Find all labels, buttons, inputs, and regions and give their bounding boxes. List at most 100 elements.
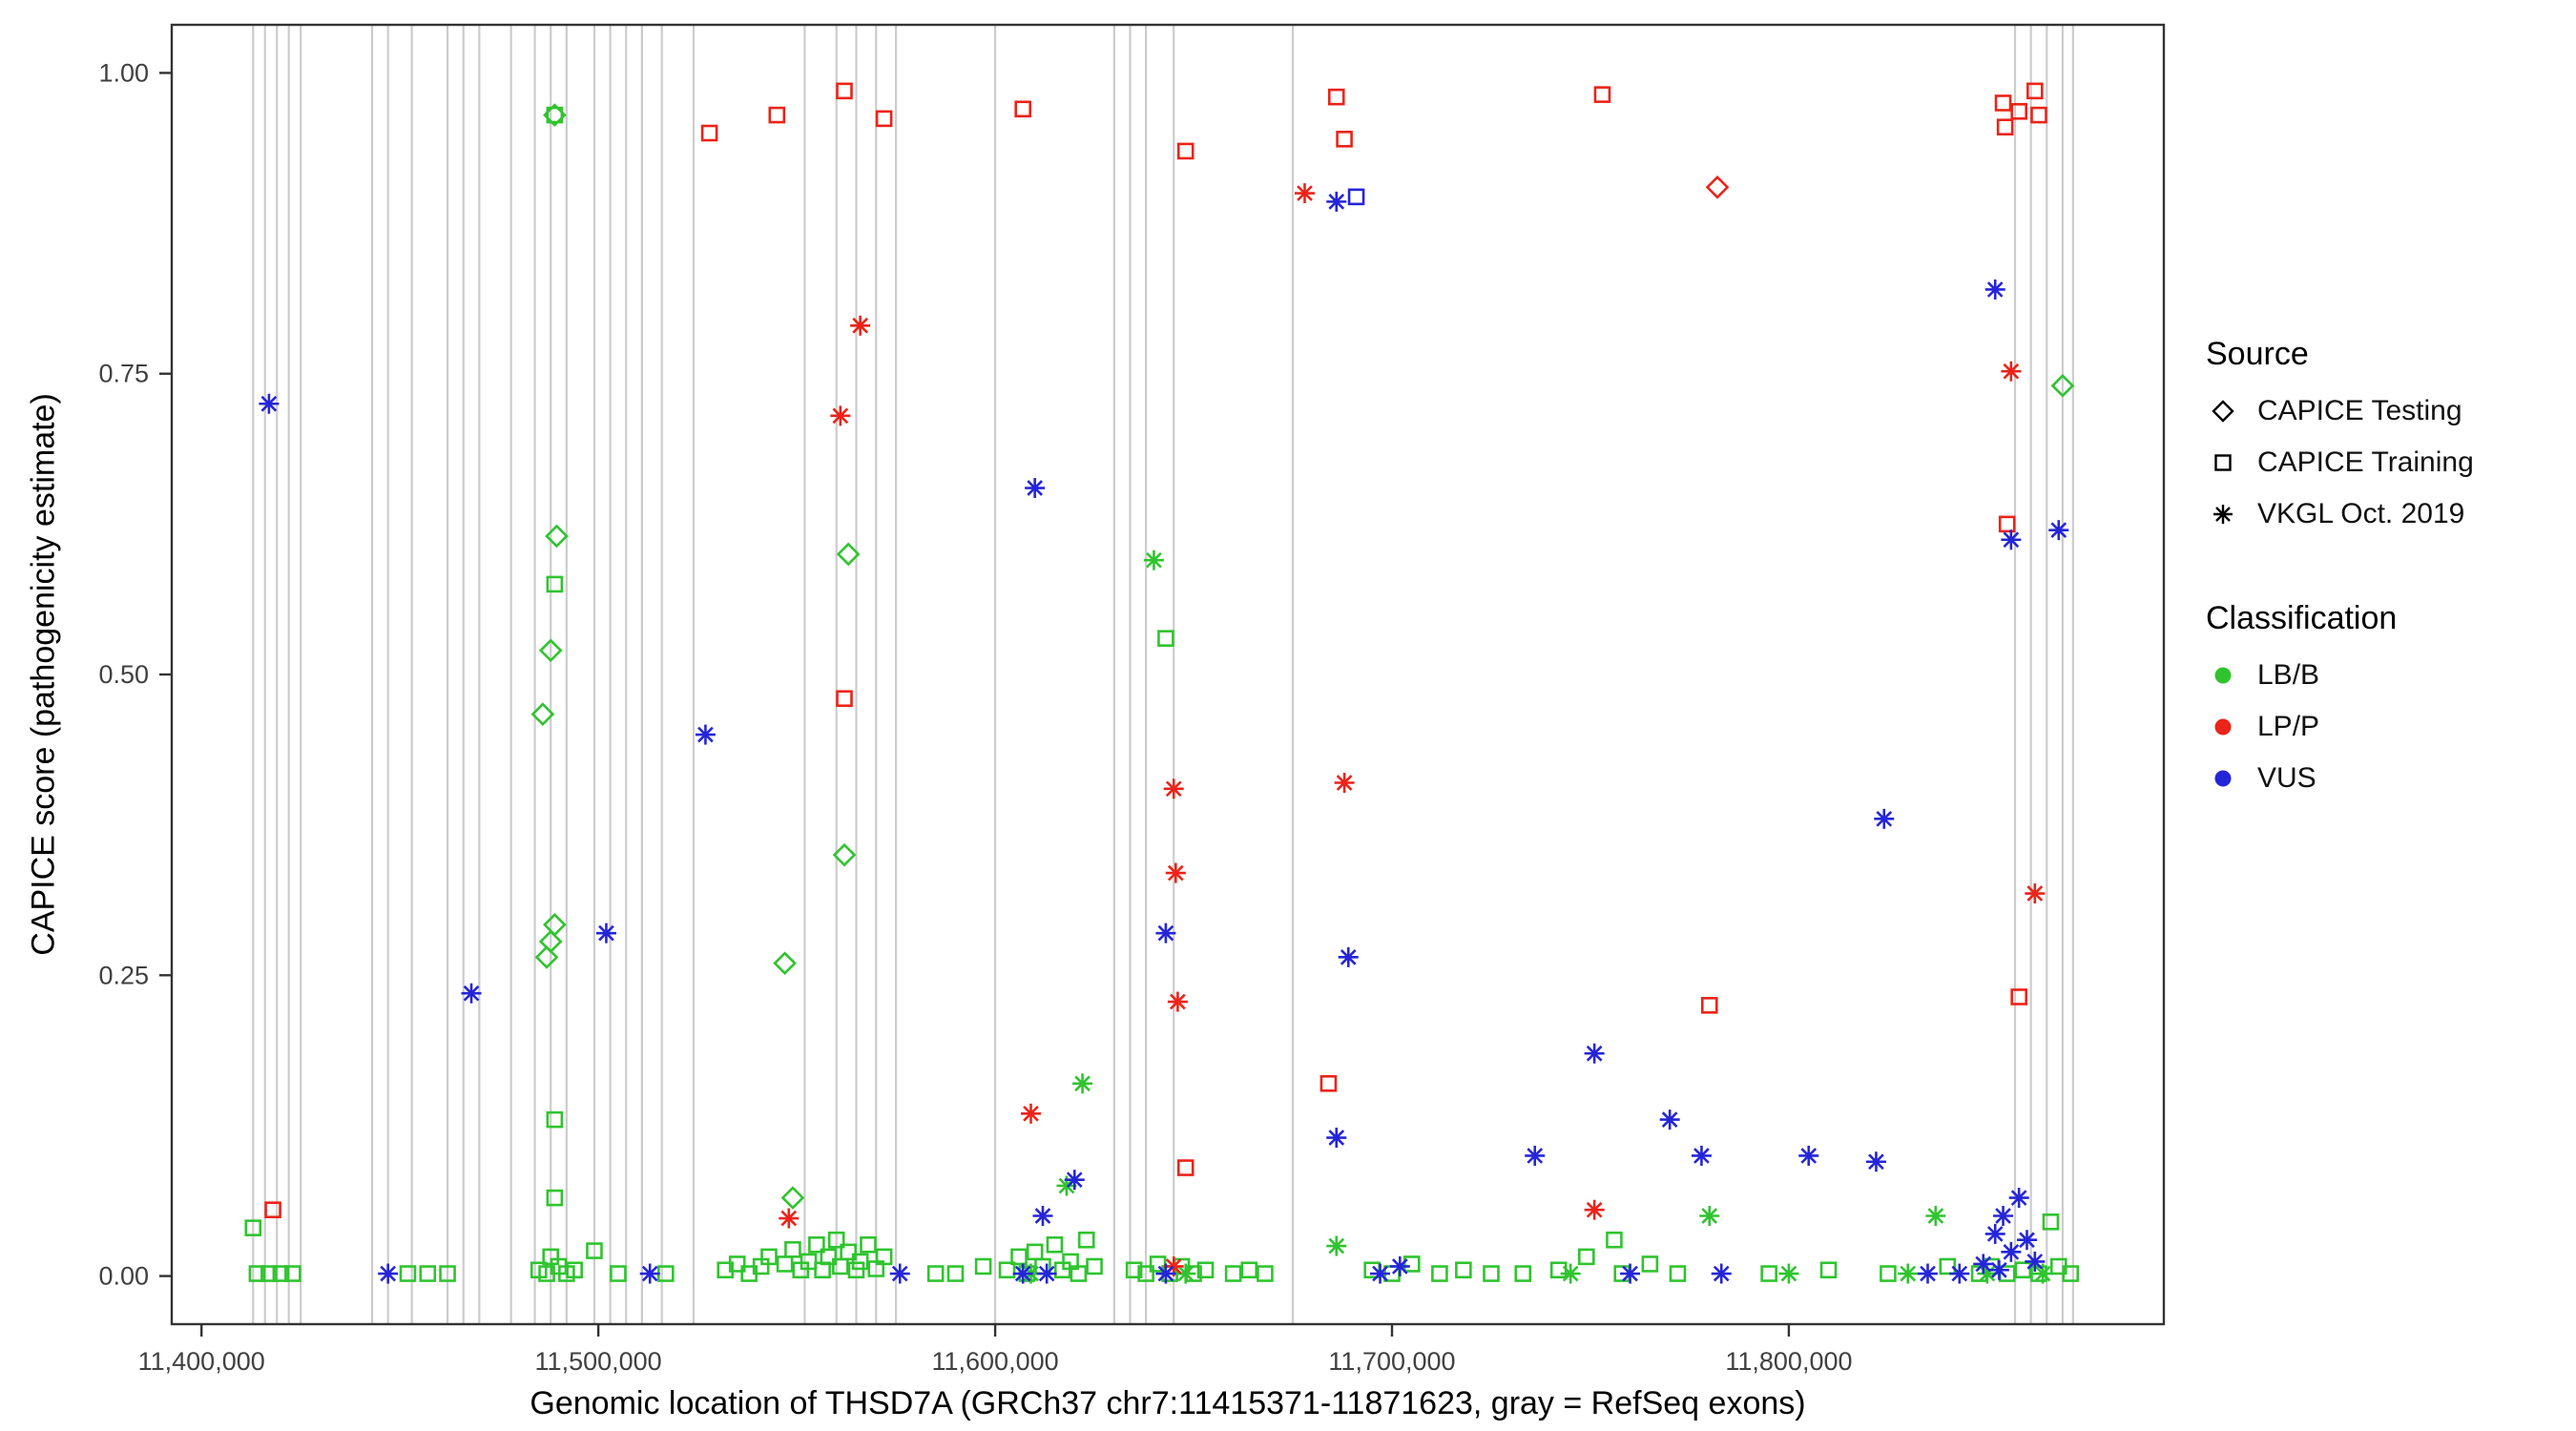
data-point	[1996, 118, 2014, 135]
data-point	[830, 405, 851, 426]
data-point	[780, 1186, 805, 1210]
data-point	[2025, 883, 2046, 904]
data-point	[1998, 515, 2016, 533]
data-point	[974, 1257, 992, 1275]
data-point	[1874, 808, 1895, 829]
data-point	[1389, 1255, 1410, 1276]
data-point	[695, 724, 716, 745]
data-point	[840, 1243, 857, 1261]
data-point	[1155, 923, 1176, 944]
data-point	[1700, 997, 1718, 1014]
data-point	[1157, 630, 1174, 647]
data-point	[2017, 1230, 2038, 1251]
y-tick-label: 0.50	[98, 660, 149, 689]
data-point	[2001, 1241, 2022, 1262]
data-point	[1196, 1261, 1215, 1279]
data-point	[1167, 991, 1188, 1012]
data-point	[779, 1208, 800, 1229]
data-point	[1143, 550, 1164, 570]
legend-item-vus: VUS	[2206, 761, 2568, 796]
data-point	[1155, 1263, 1176, 1284]
data-point	[1578, 1248, 1595, 1266]
data-point	[1455, 1261, 1472, 1279]
data-point	[2010, 103, 2027, 120]
data-point	[1294, 183, 1315, 204]
data-point	[946, 1265, 965, 1282]
x-tick-label: 11,400,000	[138, 1347, 265, 1376]
data-point	[1064, 1170, 1085, 1191]
data-point	[1699, 1206, 1720, 1226]
data-point	[1026, 1243, 1044, 1261]
data-point	[827, 1231, 845, 1249]
asterisk-icon	[2213, 505, 2233, 524]
data-point	[1014, 100, 1031, 118]
y-tick-label: 0.75	[98, 360, 149, 388]
legend-item-capice-testing: CAPICE Testing	[2206, 394, 2568, 428]
data-point	[1659, 1110, 1680, 1130]
data-point	[1984, 1223, 2005, 1244]
data-point	[1593, 86, 1611, 103]
data-point	[1514, 1265, 1532, 1282]
data-point	[1798, 1145, 1819, 1166]
x-tick-label: 11,800,000	[1725, 1347, 1852, 1376]
data-point	[1257, 1265, 1274, 1282]
data-point	[2050, 373, 2075, 398]
data-point	[1584, 1199, 1605, 1220]
data-point	[1165, 862, 1186, 883]
data-point	[1086, 1257, 1103, 1275]
data-point	[1606, 1231, 1623, 1249]
data-point	[1072, 1073, 1093, 1094]
legend-classification-title: Classification	[2206, 600, 2398, 636]
data-point	[1032, 1206, 1053, 1226]
data-point	[1240, 1261, 1258, 1279]
data-point	[1560, 1263, 1581, 1284]
data-point	[399, 1265, 417, 1282]
data-point	[836, 82, 853, 100]
data-point	[1137, 1265, 1154, 1282]
data-point	[1949, 1263, 1970, 1284]
x-tick-label: 11,500,000	[535, 1347, 662, 1376]
data-point	[2048, 520, 2069, 541]
data-point	[1705, 175, 1730, 199]
data-point	[2062, 1265, 2080, 1282]
data-point	[439, 1265, 456, 1282]
data-point	[836, 690, 853, 708]
data-point	[700, 124, 718, 142]
data-point	[768, 106, 786, 124]
diamond-icon	[2212, 400, 2234, 423]
data-point	[566, 1261, 583, 1279]
data-point	[639, 1263, 660, 1284]
data-point	[248, 1265, 266, 1282]
data-point	[1163, 778, 1184, 799]
data-point	[1338, 946, 1359, 967]
data-point	[1641, 1255, 1659, 1273]
data-point	[1176, 1159, 1195, 1176]
data-point	[1334, 773, 1355, 793]
data-point	[1327, 88, 1345, 106]
square-icon	[2214, 454, 2232, 471]
data-point	[1070, 1265, 1088, 1282]
data-point	[1880, 1265, 1897, 1282]
data-point	[1010, 1248, 1028, 1266]
data-point	[773, 951, 797, 976]
data-point	[1620, 1263, 1641, 1284]
data-point	[546, 1189, 564, 1207]
x-tick-label: 11,700,000	[1328, 1347, 1455, 1376]
data-point	[832, 842, 857, 867]
panel-border	[170, 23, 2166, 1326]
data-point	[1584, 1043, 1605, 1064]
data-point	[2001, 529, 2022, 550]
legend-item-label: LP/P	[2257, 711, 2320, 742]
data-point	[776, 1255, 794, 1273]
data-point	[784, 1241, 801, 1258]
data-point	[2014, 1261, 2032, 1279]
data-point	[260, 1265, 278, 1282]
data-point	[1403, 1255, 1421, 1273]
data-point	[1012, 1263, 1033, 1284]
data-point	[1549, 1261, 1568, 1279]
data-point	[1669, 1265, 1687, 1282]
legend-item-label: VKGL Oct. 2019	[2257, 498, 2465, 529]
y-tick-label: 1.00	[98, 58, 149, 87]
data-point	[461, 983, 482, 1004]
